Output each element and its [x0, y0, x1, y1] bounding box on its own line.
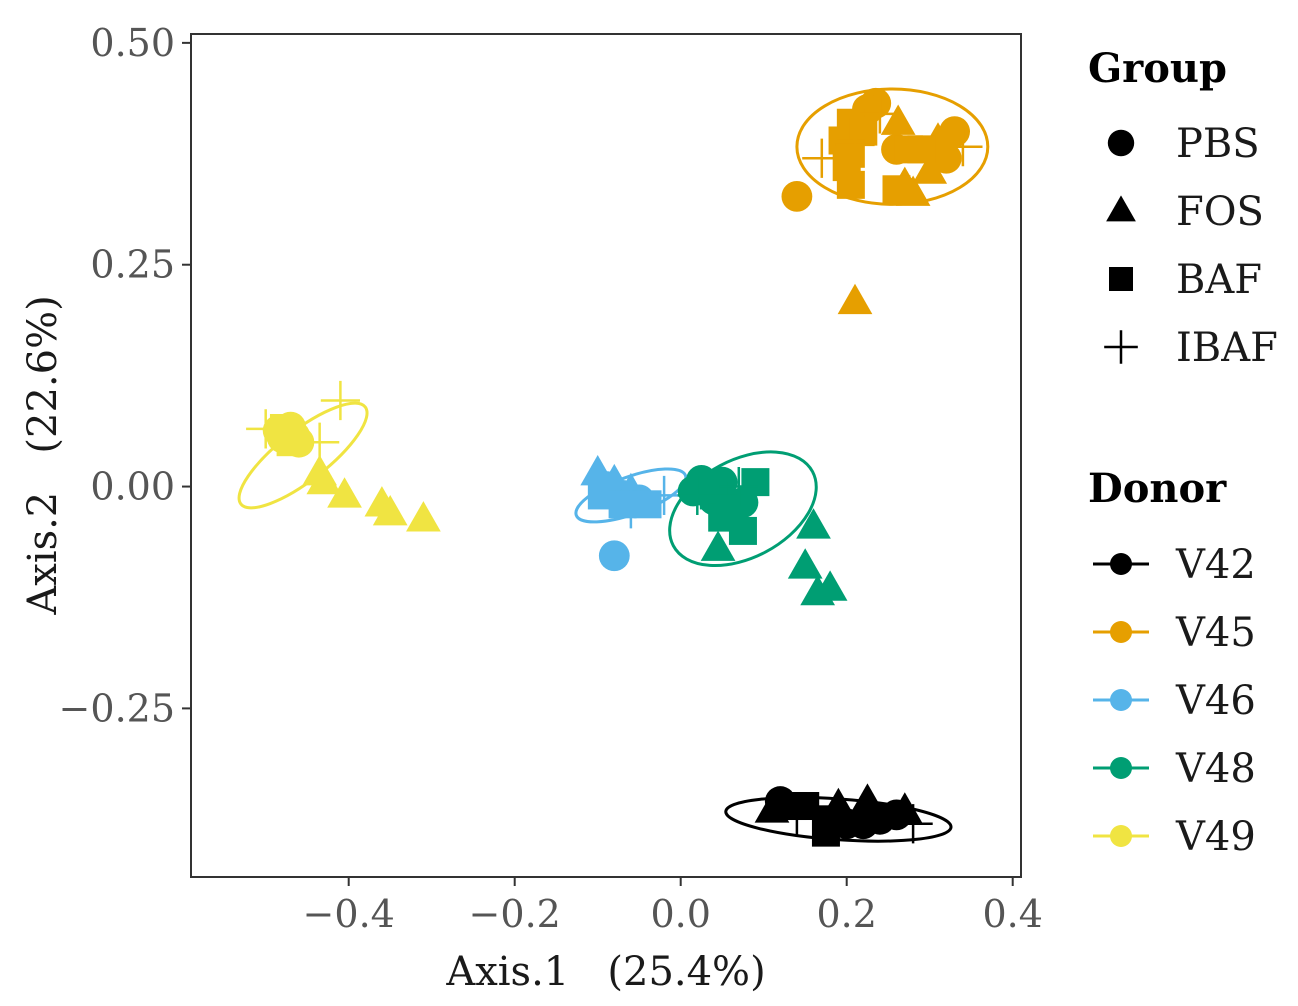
x-tick-label: 0.4 [982, 892, 1042, 936]
group-legend-title: Group [1088, 45, 1227, 92]
group-legend: Group PBS FOS BAF IBAF [1088, 45, 1278, 371]
point-v48-square [741, 468, 770, 497]
legend-dot-v42 [1110, 553, 1132, 575]
data-points [246, 87, 983, 847]
donor-legend-title: Donor [1088, 465, 1227, 512]
legend-dot-v45 [1110, 621, 1132, 643]
point-v45-triangle [880, 104, 916, 135]
point-v42-plus [818, 799, 858, 839]
x-tick-label: −0.4 [303, 892, 395, 936]
legend-label-fos: FOS [1176, 189, 1264, 235]
point-v49-triangle [327, 477, 362, 508]
point-v45-square [882, 175, 911, 204]
legend-dot-v48 [1110, 757, 1132, 779]
point-v45-square [907, 135, 936, 164]
legend-key-fos [1106, 195, 1136, 222]
point-v42-plus [893, 804, 933, 844]
point-v46-circle [598, 540, 630, 572]
legend-label-v45: V45 [1175, 610, 1256, 656]
point-v49-plus [300, 422, 340, 462]
point-v45-plus [835, 125, 875, 165]
y-tick-label: −0.25 [59, 686, 175, 730]
point-v49-plus [246, 409, 286, 449]
point-v48-plus [677, 475, 717, 516]
point-v48-plus [719, 466, 759, 507]
x-tick-label: −0.2 [469, 892, 561, 936]
x-axis-title: Axis.1 (25.4%) [445, 949, 765, 995]
point-v45-plus [802, 138, 842, 178]
ellipse-v48 [668, 450, 818, 568]
x-axis: −0.4 −0.2 0.0 0.2 0.4 [303, 877, 1043, 936]
legend-dot-v46 [1110, 689, 1132, 711]
point-v48-square [716, 494, 745, 523]
legend-label-v42: V42 [1175, 542, 1256, 588]
legend-key-baf [1109, 267, 1133, 291]
point-v48-triangle [787, 548, 823, 579]
legend-label-baf: BAF [1176, 257, 1262, 303]
x-tick-label: 0.2 [816, 892, 876, 936]
point-v49-triangle [372, 494, 408, 526]
point-v45-plus [860, 94, 900, 134]
legend-key-ibaf [1104, 330, 1138, 364]
ellipse-v45 [795, 87, 990, 206]
point-v45-triangle [912, 153, 948, 184]
point-v48-triangle [700, 530, 736, 561]
legend-label-ibaf: IBAF [1176, 325, 1278, 371]
legend-key-pbs [1107, 129, 1135, 157]
y-tick-label: 0.00 [90, 465, 175, 509]
legend-dot-v49 [1110, 825, 1132, 847]
point-v45-plus [943, 127, 983, 167]
point-v48-triangle [812, 570, 848, 601]
legend-label-v49: V49 [1175, 814, 1256, 860]
y-tick-label: 0.50 [90, 21, 175, 65]
legend-label-v48: V48 [1175, 746, 1256, 792]
point-v49-triangle [406, 501, 441, 532]
point-v42-triangle [850, 783, 885, 814]
point-v42-plus [777, 795, 817, 835]
point-v45-circle [781, 180, 813, 212]
y-axis-title: Axis.2 (22.6%) [20, 295, 66, 615]
point-v46-square [608, 490, 637, 519]
point-v45-triangle [837, 283, 873, 315]
point-v49-triangle [306, 463, 342, 495]
point-v46-plus [611, 489, 651, 529]
point-v45-square [836, 170, 865, 199]
x-tick-label: 0.0 [650, 892, 710, 936]
y-axis: 0.50 0.25 0.00 −0.25 [59, 21, 191, 730]
point-v46-plus [644, 475, 684, 516]
legend-label-pbs: PBS [1176, 121, 1260, 167]
point-v48-triangle [796, 508, 831, 539]
y-tick-label: 0.25 [90, 243, 175, 287]
plot-panel-border [190, 33, 1022, 878]
legend-label-v46: V46 [1175, 678, 1256, 724]
point-v49-plus [320, 380, 360, 421]
donor-legend: Donor V42 V45 V46 V48 V49 [1088, 465, 1256, 860]
confidence-ellipses [237, 87, 990, 843]
